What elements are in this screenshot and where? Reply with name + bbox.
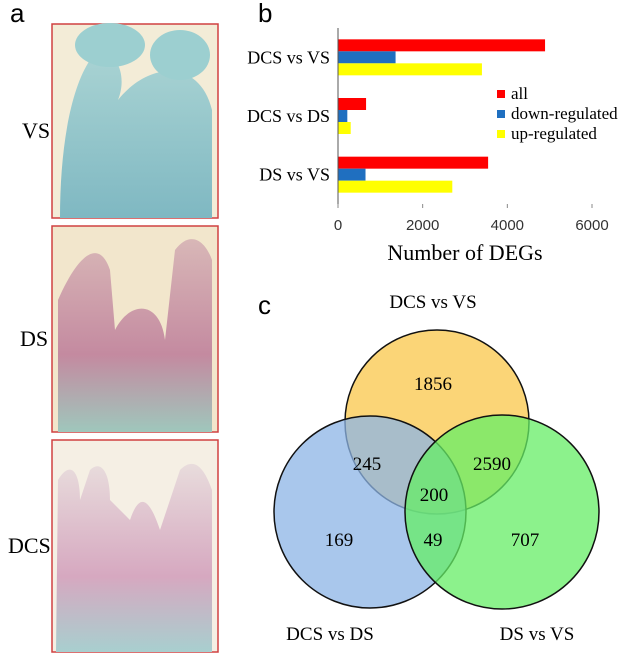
bar	[338, 180, 453, 193]
x-tick-label: 4000	[491, 217, 524, 234]
x-axis-label: Number of DEGs	[387, 240, 542, 265]
venn-count: 707	[511, 530, 540, 551]
venn-diagram: DCS vs VS DCS vs DS DS vs VS 1856 245 2590 200…	[273, 292, 600, 645]
venn-set	[404, 414, 600, 610]
venn-count: 1856	[414, 374, 452, 395]
y-tick-label: DCS vs VS	[247, 47, 330, 67]
venn-count: 200	[420, 485, 449, 506]
image-label: DS	[20, 326, 48, 351]
image-label: DCS	[8, 533, 51, 558]
tissue	[150, 30, 210, 80]
image-label: VS	[22, 118, 50, 143]
venn-count: 169	[325, 530, 354, 551]
bar	[338, 98, 367, 110]
panel-label: c	[258, 290, 271, 320]
panel-label: b	[258, 0, 272, 28]
legend-swatch	[497, 110, 505, 118]
bar	[338, 63, 482, 76]
bar	[338, 156, 489, 169]
bar	[338, 39, 546, 52]
bar	[338, 122, 351, 134]
legend-label: all	[511, 84, 528, 103]
legend-swatch	[497, 130, 505, 138]
legend-label: up-regulated	[511, 124, 597, 143]
tissue	[58, 239, 212, 432]
legend-swatch	[497, 90, 505, 98]
panel-label: a	[10, 0, 25, 28]
tissue	[56, 463, 212, 652]
tissue	[75, 23, 145, 67]
venn-set-label: DCS vs VS	[389, 292, 476, 313]
y-tick-label: DS vs VS	[259, 165, 330, 185]
bar	[338, 168, 366, 181]
y-tick-label: DCS vs DS	[247, 106, 330, 126]
bar	[338, 110, 348, 122]
x-tick-label: 2000	[406, 217, 439, 234]
venn-count: 49	[424, 530, 443, 551]
tissue	[60, 53, 212, 218]
x-tick-label: 6000	[575, 217, 608, 234]
venn-count: 245	[353, 454, 382, 475]
bar	[338, 51, 396, 64]
bar-chart: DCS vs VS DCS vs DS DS vs VS 0 2000 4000 6000 N…	[247, 28, 618, 265]
legend-label: down-regulated	[511, 104, 618, 123]
micrographs	[51, 23, 219, 653]
venn-set-label: DCS vs DS	[286, 624, 374, 645]
x-tick-label: 0	[334, 217, 342, 234]
venn-count: 2590	[473, 454, 511, 475]
venn-set-label: DS vs VS	[500, 624, 575, 645]
